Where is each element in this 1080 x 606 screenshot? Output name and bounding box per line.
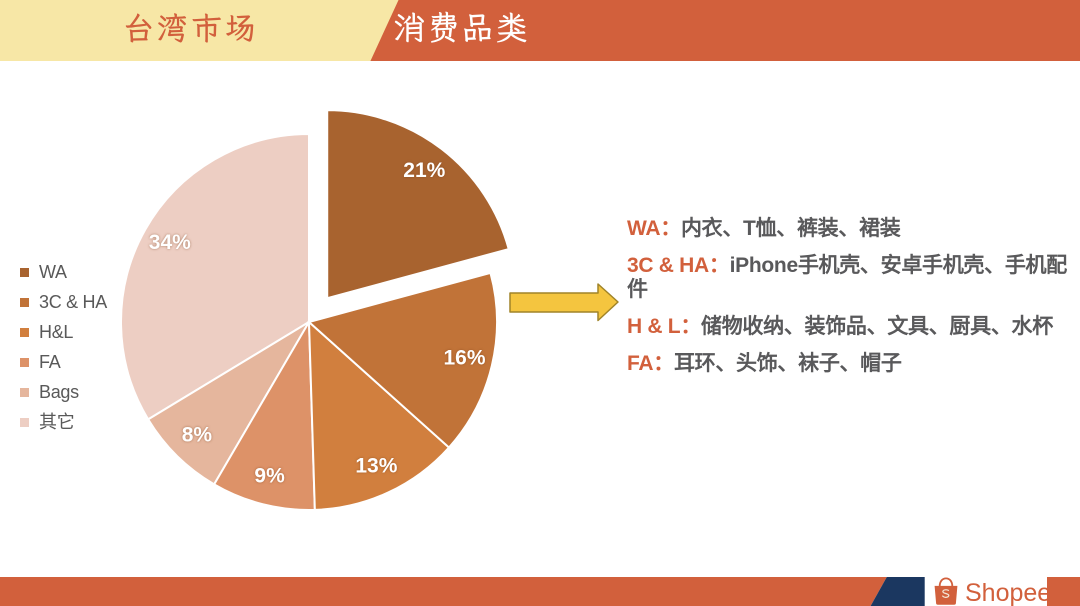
svg-text:9%: 9%: [254, 464, 285, 487]
svg-text:16%: 16%: [443, 346, 485, 369]
svg-text:34%: 34%: [149, 231, 191, 254]
svg-text:13%: 13%: [355, 454, 397, 477]
svg-text:8%: 8%: [182, 423, 213, 446]
svg-text:21%: 21%: [403, 159, 445, 182]
